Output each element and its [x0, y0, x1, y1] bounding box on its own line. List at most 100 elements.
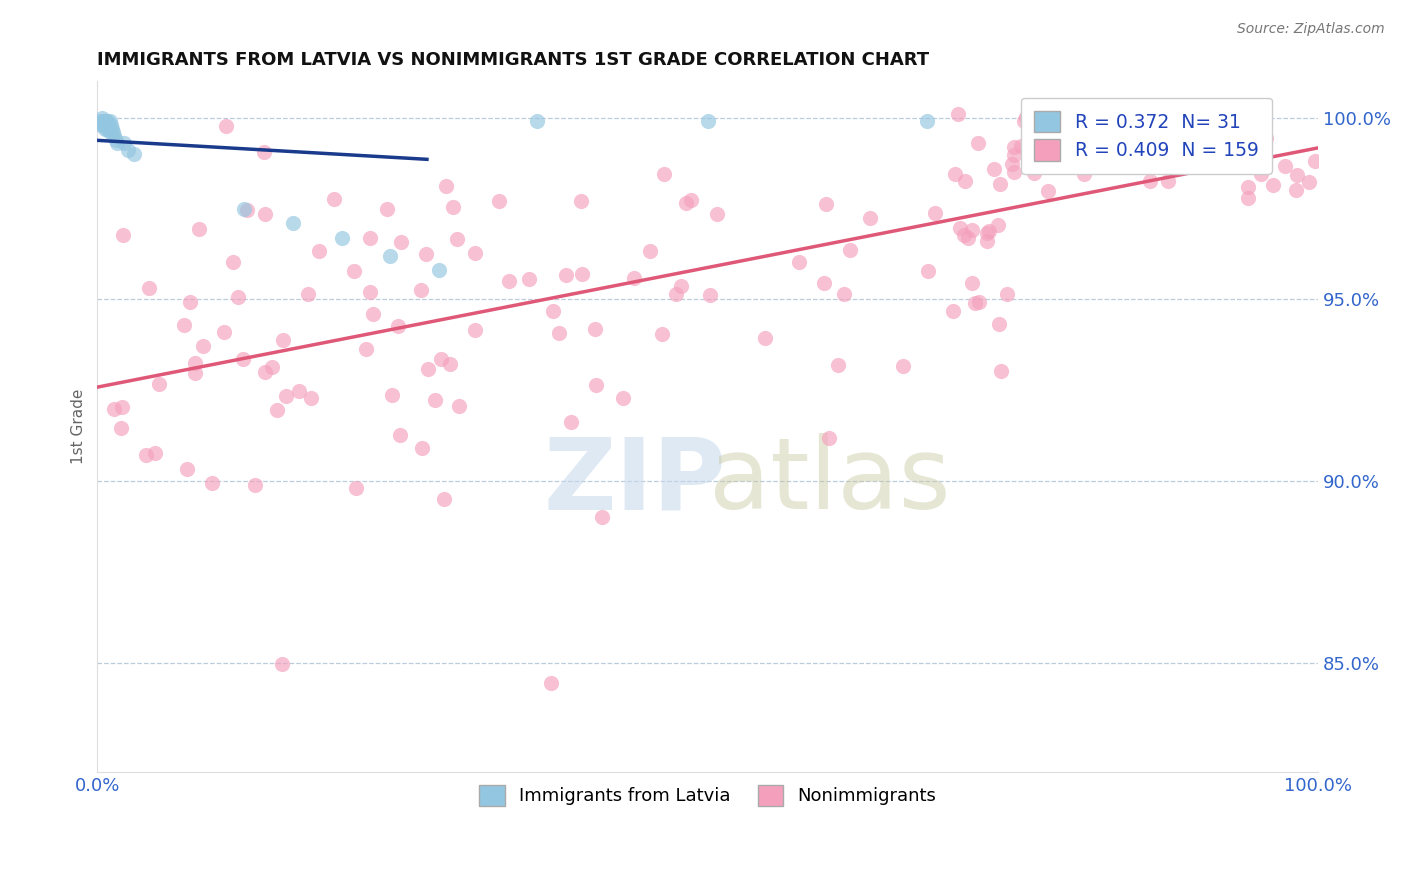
Point: [344, 481, 367, 495]
Point: [330, 230, 353, 244]
Point: [665, 287, 688, 301]
Point: [818, 431, 841, 445]
Point: [983, 161, 1005, 176]
Point: [91, 111, 114, 125]
Point: [1015, 111, 1038, 125]
Point: [1073, 167, 1095, 181]
Point: [464, 323, 486, 337]
Point: [89, 114, 111, 128]
Point: [924, 206, 946, 220]
Legend: Immigrants from Latvia, Nonimmigrants: Immigrants from Latvia, Nonimmigrants: [470, 776, 945, 815]
Point: [960, 276, 983, 290]
Point: [1097, 108, 1119, 122]
Point: [965, 296, 987, 310]
Point: [1204, 154, 1226, 169]
Point: [232, 202, 254, 216]
Point: [1163, 155, 1185, 169]
Point: [111, 228, 134, 243]
Point: [591, 510, 613, 524]
Point: [957, 230, 980, 244]
Point: [706, 207, 728, 221]
Point: [446, 232, 468, 246]
Point: [105, 136, 128, 150]
Point: [433, 492, 456, 507]
Point: [942, 303, 965, 318]
Point: [90, 118, 112, 132]
Point: [1274, 159, 1296, 173]
Point: [1197, 123, 1219, 137]
Point: [94, 118, 117, 132]
Point: [1254, 131, 1277, 145]
Point: [949, 220, 972, 235]
Point: [540, 676, 562, 690]
Point: [966, 136, 988, 150]
Point: [946, 107, 969, 121]
Point: [1139, 174, 1161, 188]
Point: [389, 235, 412, 249]
Point: [498, 274, 520, 288]
Point: [135, 448, 157, 462]
Point: [669, 279, 692, 293]
Point: [253, 206, 276, 220]
Point: [560, 415, 582, 429]
Point: [1036, 184, 1059, 198]
Point: [541, 304, 564, 318]
Y-axis label: 1st Grade: 1st Grade: [72, 389, 86, 465]
Point: [375, 202, 398, 216]
Point: [891, 359, 914, 373]
Point: [813, 277, 835, 291]
Point: [1152, 107, 1174, 121]
Text: Source: ZipAtlas.com: Source: ZipAtlas.com: [1237, 22, 1385, 37]
Point: [1010, 139, 1032, 153]
Point: [464, 246, 486, 260]
Point: [1157, 174, 1180, 188]
Point: [699, 288, 721, 302]
Text: ZIP: ZIP: [543, 434, 725, 531]
Point: [1022, 166, 1045, 180]
Point: [236, 202, 259, 217]
Point: [548, 326, 571, 340]
Point: [201, 475, 224, 490]
Point: [117, 144, 139, 158]
Point: [96, 114, 118, 128]
Point: [245, 477, 267, 491]
Point: [299, 391, 322, 405]
Point: [212, 326, 235, 340]
Point: [815, 197, 838, 211]
Point: [526, 114, 548, 128]
Point: [1142, 114, 1164, 128]
Point: [138, 281, 160, 295]
Point: [1062, 107, 1084, 121]
Point: [839, 243, 862, 257]
Point: [1244, 107, 1267, 121]
Point: [976, 226, 998, 240]
Point: [1236, 179, 1258, 194]
Point: [439, 357, 461, 371]
Point: [787, 255, 810, 269]
Point: [623, 270, 645, 285]
Point: [976, 234, 998, 248]
Point: [179, 295, 201, 310]
Point: [148, 377, 170, 392]
Point: [754, 331, 776, 345]
Point: [571, 268, 593, 282]
Point: [184, 356, 207, 370]
Point: [960, 222, 983, 236]
Point: [583, 322, 606, 336]
Point: [415, 246, 437, 260]
Point: [995, 286, 1018, 301]
Point: [827, 358, 849, 372]
Point: [281, 216, 304, 230]
Point: [1040, 111, 1063, 125]
Point: [1261, 178, 1284, 192]
Point: [93, 114, 115, 128]
Point: [96, 121, 118, 136]
Point: [270, 657, 292, 672]
Point: [103, 402, 125, 417]
Point: [977, 224, 1000, 238]
Point: [943, 167, 966, 181]
Point: [411, 283, 433, 297]
Point: [184, 366, 207, 380]
Point: [222, 255, 245, 269]
Point: [638, 244, 661, 259]
